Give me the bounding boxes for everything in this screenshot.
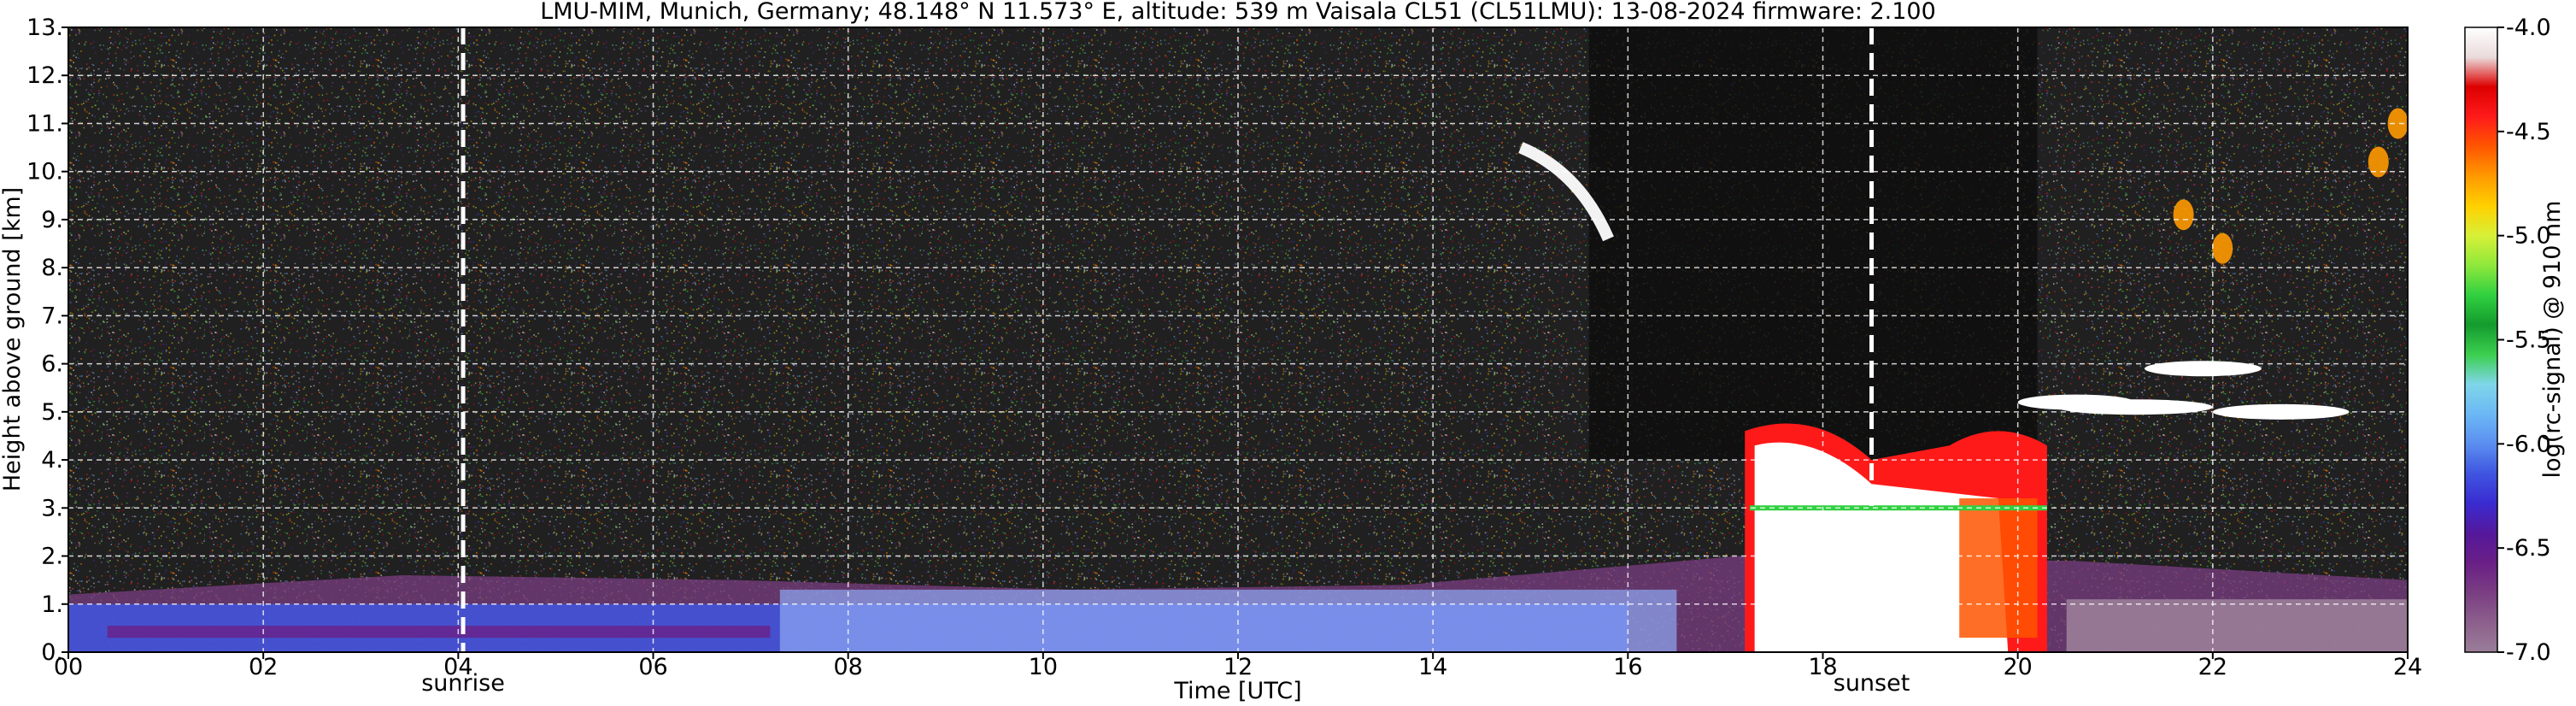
night-layer: [2066, 599, 2408, 652]
high-cloud-patch-3: [2387, 108, 2408, 139]
y-tick-label: 6.: [41, 351, 63, 378]
convective-cloud-flank: [1959, 498, 2038, 638]
mixed-layer: [779, 589, 1677, 652]
y-tick-label: 11.: [26, 110, 63, 137]
colorbar-tick-label: -4.0: [2506, 15, 2551, 41]
x-tick-label: 12: [1223, 654, 1253, 680]
x-tick-label: 06: [638, 654, 667, 680]
sunrise-label: sunrise: [421, 670, 505, 697]
y-tick-label: 7.: [41, 303, 63, 329]
y-axis-label: Height above ground [km]: [0, 187, 26, 491]
chart-title: LMU-MIM, Munich, Germany; 48.148° N 11.5…: [540, 0, 1936, 25]
colorbar-tick-label: -6.5: [2506, 535, 2551, 562]
high-cloud-patch-2: [2368, 146, 2389, 178]
colorbar-ticks: -4.0 -4.5 -5.0 -5.5 -6.0 -6.5 -7.0: [2497, 15, 2551, 666]
convective-cloud-core: [1754, 442, 2009, 652]
y-tick-label: 10.: [26, 159, 63, 185]
x-tick-label: 20: [2003, 654, 2032, 680]
colorbar-tick-label: -6.0: [2506, 431, 2551, 457]
x-tick-label: 00: [54, 654, 83, 680]
x-tick-label: 02: [249, 654, 278, 680]
x-tick-label: 24: [2393, 654, 2422, 680]
colorbar-scale: [2464, 26, 2498, 653]
colorbar-tick-label: -4.5: [2506, 119, 2551, 145]
x-tick-label: 16: [1613, 654, 1642, 680]
sunset-label: sunset: [1834, 670, 1910, 697]
high-cloud-patch-0: [2173, 199, 2194, 231]
midlevel-cloud-2: [2144, 361, 2262, 377]
y-tick-label: 13.: [26, 15, 63, 41]
y-tick-label: 5.: [41, 399, 63, 426]
high-cloud-patch-1: [2212, 232, 2233, 264]
cirrus-cloud: [1518, 142, 1614, 242]
y-tick-label: 1.: [41, 591, 63, 618]
y-tick-label: 4.: [41, 447, 63, 474]
x-axis-label: Time [UTC]: [1173, 678, 1301, 704]
boundary-layer-band: [107, 626, 771, 638]
y-tick-label: 8.: [41, 255, 63, 281]
colorbar-tick-label: -5.5: [2506, 327, 2551, 354]
x-tick-label: 10: [1029, 654, 1058, 680]
y-tick-label: 2.: [41, 544, 63, 570]
backscatter-features: [68, 27, 2408, 652]
x-axis: 00 02 04 06 08 10 12 14 16 18 20 22 24: [54, 652, 2422, 680]
colorbar: -4.0 -4.5 -5.0 -5.5 -6.0 -6.5 -7.0: [2464, 15, 2551, 666]
x-tick-label: 18: [1808, 654, 1837, 680]
colorbar-label: log(rc-signal) @ 910 nm: [2539, 201, 2566, 479]
y-tick-label: 3.: [41, 495, 63, 521]
annotation-lines: [461, 27, 1875, 652]
x-tick-label: 14: [1418, 654, 1447, 680]
y-axis: 0. 1. 2. 3. 4. 5. 6. 7. 8. 9. 10. 11. 12. 13.: [26, 15, 68, 666]
grid-lines: [68, 27, 2408, 652]
midlevel-cloud-1: [2057, 399, 2213, 415]
x-tick-label: 04: [443, 654, 472, 680]
colorbar-tick-label: -7.0: [2506, 639, 2551, 666]
y-tick-label: 12.: [26, 62, 63, 89]
y-tick-label: 0.: [41, 639, 63, 666]
x-tick-label: 08: [833, 654, 862, 680]
x-tick-label: 22: [2198, 654, 2227, 680]
plot-area: [68, 27, 2408, 652]
colorbar-tick-label: -5.0: [2506, 223, 2551, 250]
y-tick-label: 9.: [41, 207, 63, 233]
signal-attenuation: [1588, 27, 2038, 461]
annotation-labels: sunrise sunset: [421, 670, 1910, 697]
